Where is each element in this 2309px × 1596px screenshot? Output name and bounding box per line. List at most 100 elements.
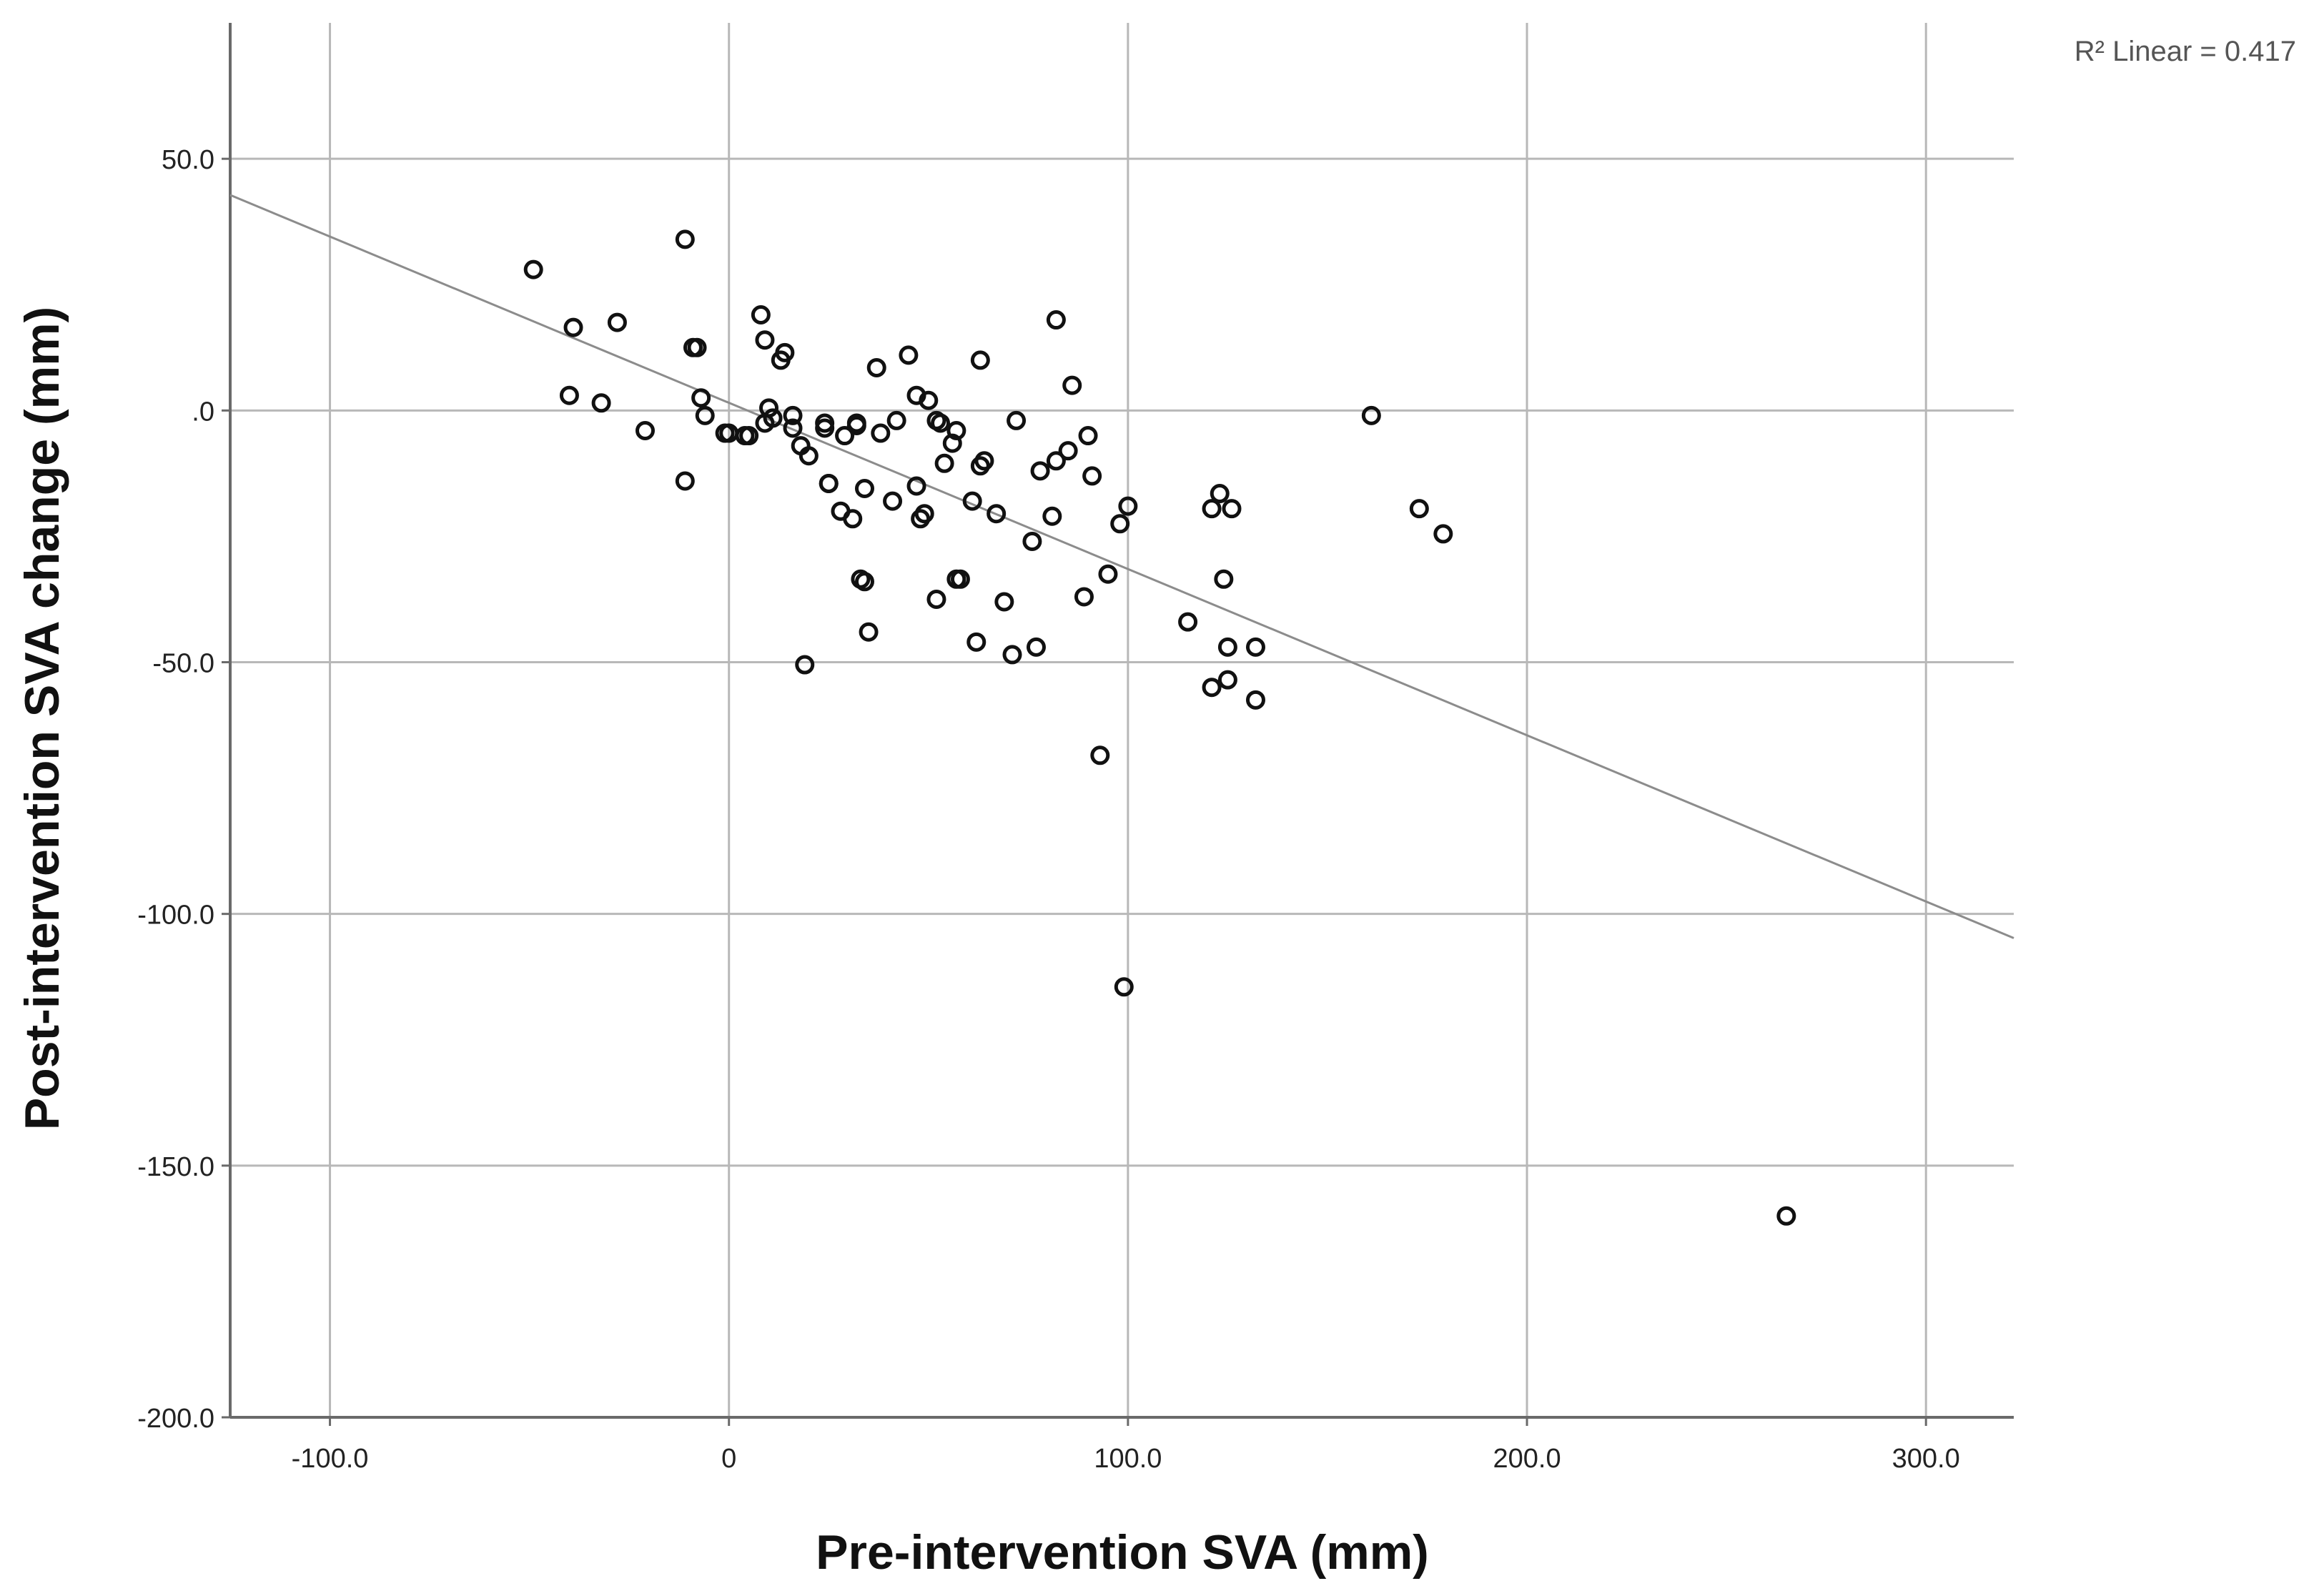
data-point: [1110, 514, 1130, 534]
data-point: [775, 342, 795, 362]
data-point: [1030, 461, 1050, 481]
data-point: [1776, 1206, 1796, 1226]
data-point: [854, 479, 874, 499]
data-point: [946, 421, 966, 441]
data-point: [886, 410, 906, 430]
data-point: [926, 589, 946, 609]
data-point: [691, 388, 711, 408]
data-point: [591, 393, 611, 413]
axes: [229, 23, 2014, 1419]
data-point: [783, 405, 803, 425]
data-point: [763, 408, 783, 428]
data-point: [635, 421, 655, 441]
data-point: [1118, 496, 1138, 516]
data-point: [783, 418, 803, 438]
data-point: [846, 413, 866, 433]
data-point: [1058, 441, 1078, 461]
data-point: [906, 476, 926, 496]
data-point: [1214, 569, 1234, 589]
data-point: [1210, 484, 1230, 504]
data-point: [883, 491, 903, 511]
r-squared-annotation: R² Linear = 0.417: [2075, 36, 2296, 67]
data-point: [1046, 310, 1066, 330]
data-point: [798, 446, 819, 466]
data-point: [843, 509, 863, 529]
data-point: [1022, 531, 1042, 551]
y-tick-label: -200.0: [137, 1404, 214, 1434]
data-point: [919, 390, 939, 410]
data-point: [1007, 410, 1027, 430]
data-point: [1217, 637, 1237, 657]
data-point: [759, 398, 779, 418]
data-point: [739, 426, 759, 446]
data-point: [1062, 375, 1082, 395]
data-point: [1361, 405, 1381, 425]
data-point: [795, 655, 815, 675]
data-point: [1098, 564, 1118, 584]
data-point: [1178, 612, 1198, 632]
data-point: [1202, 499, 1222, 519]
data-point: [966, 632, 987, 652]
data-point: [1433, 524, 1453, 544]
data-point: [899, 345, 919, 365]
data-point: [974, 451, 994, 471]
tick-labels: -100.0 0 100.0 200.0 300.0 -200.0 -150.0 -100.0…: [137, 145, 1960, 1474]
data-point: [675, 229, 695, 249]
data-point: [950, 569, 970, 589]
data-point: [755, 330, 775, 350]
data-point: [994, 592, 1014, 612]
data-point: [1245, 637, 1265, 657]
fit-line-layer: [229, 194, 2014, 939]
data-point: [1026, 637, 1046, 657]
data-point: [962, 491, 982, 511]
data-point: [931, 413, 951, 433]
data-point: [1082, 466, 1102, 486]
regression-fit-line: [229, 194, 2014, 939]
y-tick-label: 50.0: [162, 145, 214, 175]
data-point: [1114, 977, 1134, 997]
data-point: [675, 471, 695, 491]
data-point: [695, 405, 715, 425]
data-point: [563, 317, 583, 337]
data-point: [934, 453, 954, 473]
data-point: [1245, 690, 1265, 710]
data-point: [859, 622, 879, 642]
data-point: [1074, 587, 1094, 607]
data-point: [1078, 426, 1098, 446]
x-axis-title: Pre-intervention SVA (mm): [816, 1525, 1429, 1580]
data-point: [1409, 499, 1429, 519]
y-tick-label: -150.0: [137, 1152, 214, 1182]
data-point: [970, 350, 990, 370]
data-point: [835, 426, 855, 446]
y-tick-label: -50.0: [152, 649, 214, 679]
data-point: [854, 572, 874, 592]
data-point: [523, 259, 543, 279]
data-point: [1002, 645, 1022, 665]
data-point: [1046, 451, 1066, 471]
y-axis-title: Post-intervention SVA change (mm): [15, 307, 69, 1130]
x-tick-label: 100.0: [1094, 1444, 1162, 1474]
data-point: [987, 504, 1007, 524]
data-points: [523, 229, 1796, 1226]
data-point: [871, 423, 891, 443]
x-tick-label: -100.0: [292, 1444, 369, 1474]
y-tick-label: -100.0: [137, 901, 214, 931]
data-point: [1090, 745, 1110, 765]
x-tick-label: 300.0: [1892, 1444, 1960, 1474]
data-point: [1222, 499, 1242, 519]
data-point: [751, 305, 771, 325]
data-point: [914, 504, 934, 524]
data-point: [1202, 678, 1222, 698]
x-tick-label: 200.0: [1493, 1444, 1561, 1474]
data-point: [559, 385, 579, 405]
data-point: [683, 337, 703, 357]
data-point: [815, 418, 835, 438]
data-point: [866, 357, 886, 377]
x-tick-label: 0: [721, 1444, 736, 1474]
data-point: [607, 312, 627, 332]
data-point: [1217, 670, 1237, 690]
data-point: [819, 473, 839, 493]
y-tick-label: .0: [192, 397, 214, 427]
